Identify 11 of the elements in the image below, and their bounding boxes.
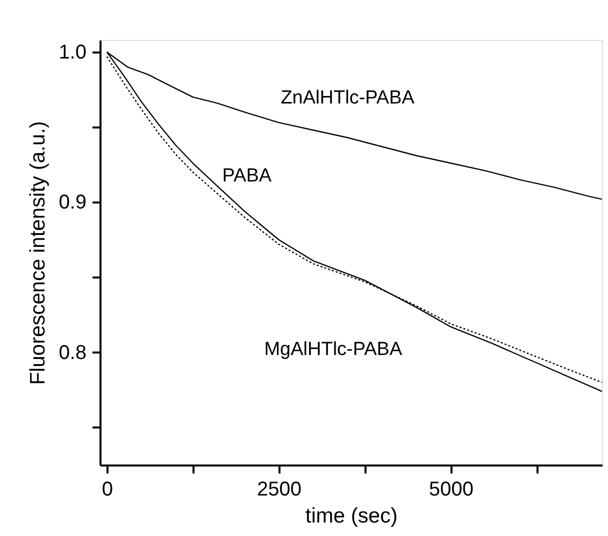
x-tick-label: 2500 [257,478,302,500]
y-tick-label: 0.8 [58,342,86,364]
x-axis-title: time (sec) [305,504,398,528]
x-tick-label: 5000 [428,478,474,500]
series-label: MgAlHTlc-PABA [264,338,402,360]
series-label: ZnAlHTlc-PABA [280,88,415,109]
series-label: PABA [222,166,272,187]
x-tick-label: 0 [102,478,113,500]
y-tick-label: 0.9 [58,192,86,214]
y-tick-label: 1.0 [58,42,86,64]
y-axis-title: Fluorescence intensity (a.u.) [26,121,50,385]
